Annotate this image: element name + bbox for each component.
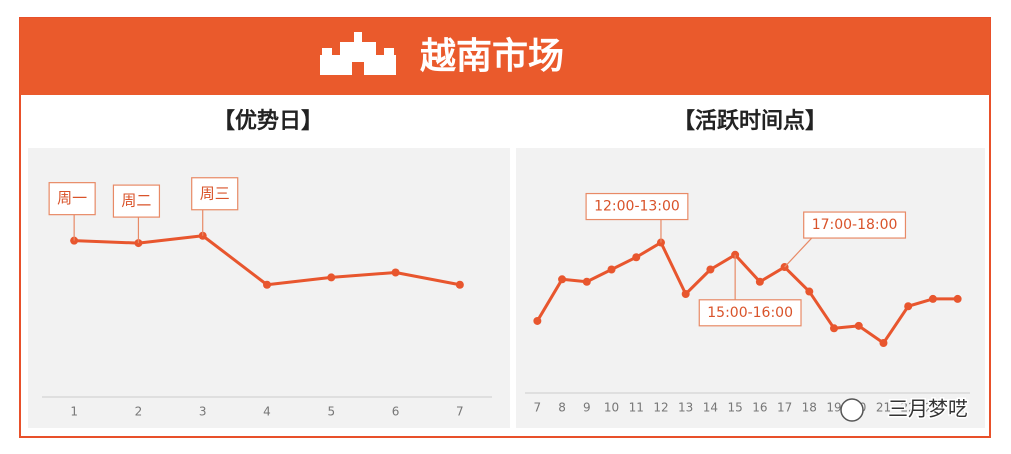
point bbox=[805, 287, 814, 296]
watermark: 三月梦呓 bbox=[888, 397, 968, 421]
x-tick-label: 24 bbox=[950, 401, 965, 415]
annotation-box bbox=[585, 192, 689, 221]
x-tick-label: 10 bbox=[604, 401, 619, 415]
x-tick-label: 14 bbox=[703, 401, 718, 415]
x-tick-label: 2 bbox=[135, 405, 143, 419]
x-tick-label: 19 bbox=[826, 401, 841, 415]
x-tick-label: 12 bbox=[653, 401, 668, 415]
point bbox=[830, 324, 839, 333]
line bbox=[536, 241, 958, 345]
point bbox=[755, 277, 764, 286]
x-tick-label: 9 bbox=[583, 401, 591, 415]
point bbox=[904, 302, 913, 311]
x-tick-label: 16 bbox=[752, 401, 767, 415]
point bbox=[533, 316, 542, 325]
point bbox=[879, 339, 888, 347]
point bbox=[632, 253, 641, 262]
point bbox=[327, 273, 336, 282]
point bbox=[582, 277, 591, 286]
chart-title: 【优势日】 bbox=[213, 108, 323, 134]
point bbox=[681, 290, 690, 298]
annotation-box bbox=[698, 299, 802, 327]
annotation-text: 周二 bbox=[121, 192, 151, 210]
x-tick-label: 11 bbox=[629, 401, 644, 415]
x-tick-label: 4 bbox=[263, 405, 271, 419]
x-tick-label: 8 bbox=[558, 401, 566, 415]
x-tick-label: 18 bbox=[802, 401, 817, 415]
panel bbox=[516, 148, 985, 428]
annotation-box bbox=[112, 184, 161, 218]
x-tick-label: 23 bbox=[925, 401, 940, 415]
annotation-box bbox=[48, 182, 96, 216]
marks: 1234567周一周二周三789101112131415161718192021… bbox=[42, 177, 970, 419]
annotation-text: 周一 bbox=[57, 189, 87, 207]
point bbox=[455, 280, 464, 289]
point bbox=[953, 294, 962, 303]
x-tick-label: 7 bbox=[534, 401, 542, 415]
annotation-text: 15:00-16:00 bbox=[707, 305, 793, 321]
annotation-box bbox=[191, 177, 239, 211]
header-title: 越南市场 bbox=[420, 36, 564, 77]
point bbox=[928, 294, 937, 303]
annotation-box bbox=[803, 211, 907, 239]
x-tick-label: 6 bbox=[392, 405, 400, 419]
point bbox=[731, 250, 740, 259]
point bbox=[607, 265, 616, 274]
point bbox=[263, 280, 271, 289]
castle-icon bbox=[320, 32, 396, 75]
chart-title: 【活跃时间点】 bbox=[673, 108, 827, 134]
wechat-icon bbox=[840, 398, 864, 422]
x-tick-label: 15 bbox=[727, 401, 742, 415]
annotation-leader bbox=[784, 237, 813, 268]
annotation-text: 12:00-13:00 bbox=[594, 199, 680, 215]
x-tick-label: 21 bbox=[876, 401, 891, 415]
x-tick-label: 17 bbox=[777, 401, 792, 415]
x-tick-label: 3 bbox=[199, 405, 207, 419]
point bbox=[391, 268, 400, 277]
point bbox=[558, 275, 567, 284]
point bbox=[854, 321, 863, 330]
point bbox=[706, 265, 715, 274]
x-tick-label: 5 bbox=[327, 405, 335, 419]
annotation-text: 17:00-18:00 bbox=[812, 217, 898, 233]
x-tick-label: 13 bbox=[678, 401, 693, 415]
x-tick-label: 22 bbox=[901, 401, 916, 415]
header-band bbox=[20, 18, 990, 95]
x-tick-label: 7 bbox=[456, 405, 464, 419]
x-tick-label: 1 bbox=[70, 405, 78, 419]
annotation-text: 周三 bbox=[200, 184, 230, 202]
